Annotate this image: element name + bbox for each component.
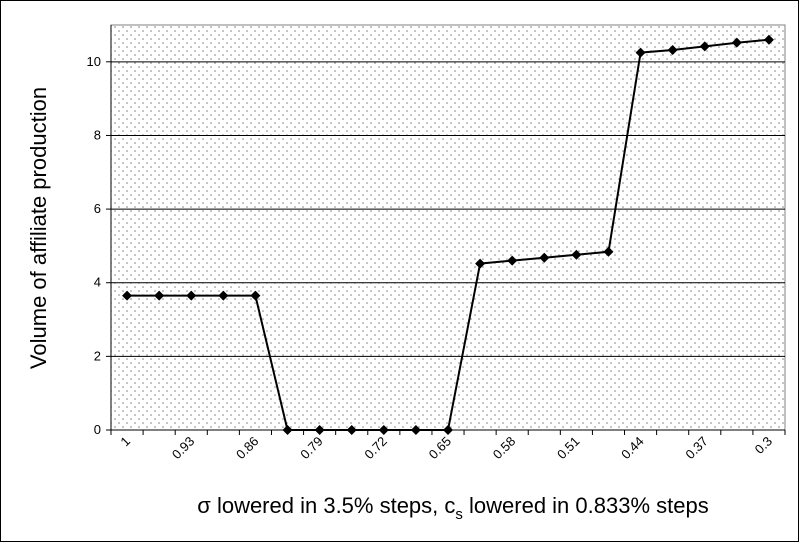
x-tick-label: 1 [117, 434, 133, 450]
data-point-marker [282, 425, 293, 435]
data-point-marker [250, 290, 261, 301]
y-tick-label: 4 [94, 275, 101, 290]
data-point-marker [731, 37, 742, 48]
data-point-marker [154, 290, 165, 301]
data-point-marker [218, 290, 229, 301]
x-tick-label: 0.79 [297, 434, 326, 463]
x-axis-title: σ lowered in 3.5% steps, cs lowered in 0… [197, 493, 708, 523]
y-axis-title: Volume of affiliate production [26, 87, 51, 369]
series-affiliate-production [122, 34, 774, 435]
data-point-marker [763, 34, 774, 45]
x-axis-title-part1: σ lowered in 3.5% steps, c [197, 493, 455, 518]
y-tick-label: 2 [94, 348, 101, 363]
x-tick-label: 0.86 [233, 434, 262, 463]
x-tick-label: 0.93 [169, 434, 198, 463]
data-point-marker [667, 45, 678, 56]
plot-area [110, 24, 786, 431]
x-tick-label: 0.37 [682, 434, 711, 463]
data-point-marker [443, 425, 453, 435]
data-point-marker [635, 47, 646, 58]
x-tick-label: 0.51 [554, 434, 583, 463]
data-point-marker [314, 425, 325, 435]
x-tick-label: 0.3 [752, 434, 775, 457]
data-point-marker [410, 425, 421, 435]
y-axis-ticks: 0 2 4 6 8 10 [87, 54, 111, 437]
data-point-marker [186, 290, 197, 301]
data-point-marker [603, 246, 614, 257]
data-point-marker [122, 290, 133, 301]
y-tick-label: 0 [94, 422, 101, 437]
y-tick-label: 8 [94, 127, 101, 142]
y-tick-label: 6 [94, 201, 101, 216]
grid-lines [111, 61, 785, 357]
x-tick-label: 0.65 [426, 434, 455, 463]
x-tick-label: 0.44 [618, 434, 647, 463]
data-point-marker [699, 41, 710, 52]
data-point-marker [378, 425, 389, 435]
data-point-marker [475, 258, 486, 269]
x-tick-label: 0.72 [361, 434, 390, 463]
data-point-marker [571, 249, 582, 260]
data-point-marker [346, 425, 357, 435]
data-point-marker [539, 252, 550, 263]
data-point-marker [507, 255, 518, 266]
x-tick-label: 0.58 [490, 434, 519, 463]
y-tick-label: 10 [87, 54, 101, 69]
x-axis-title-part2: lowered in 0.833% steps [463, 493, 709, 518]
x-axis-title-subscript: s [455, 506, 463, 523]
